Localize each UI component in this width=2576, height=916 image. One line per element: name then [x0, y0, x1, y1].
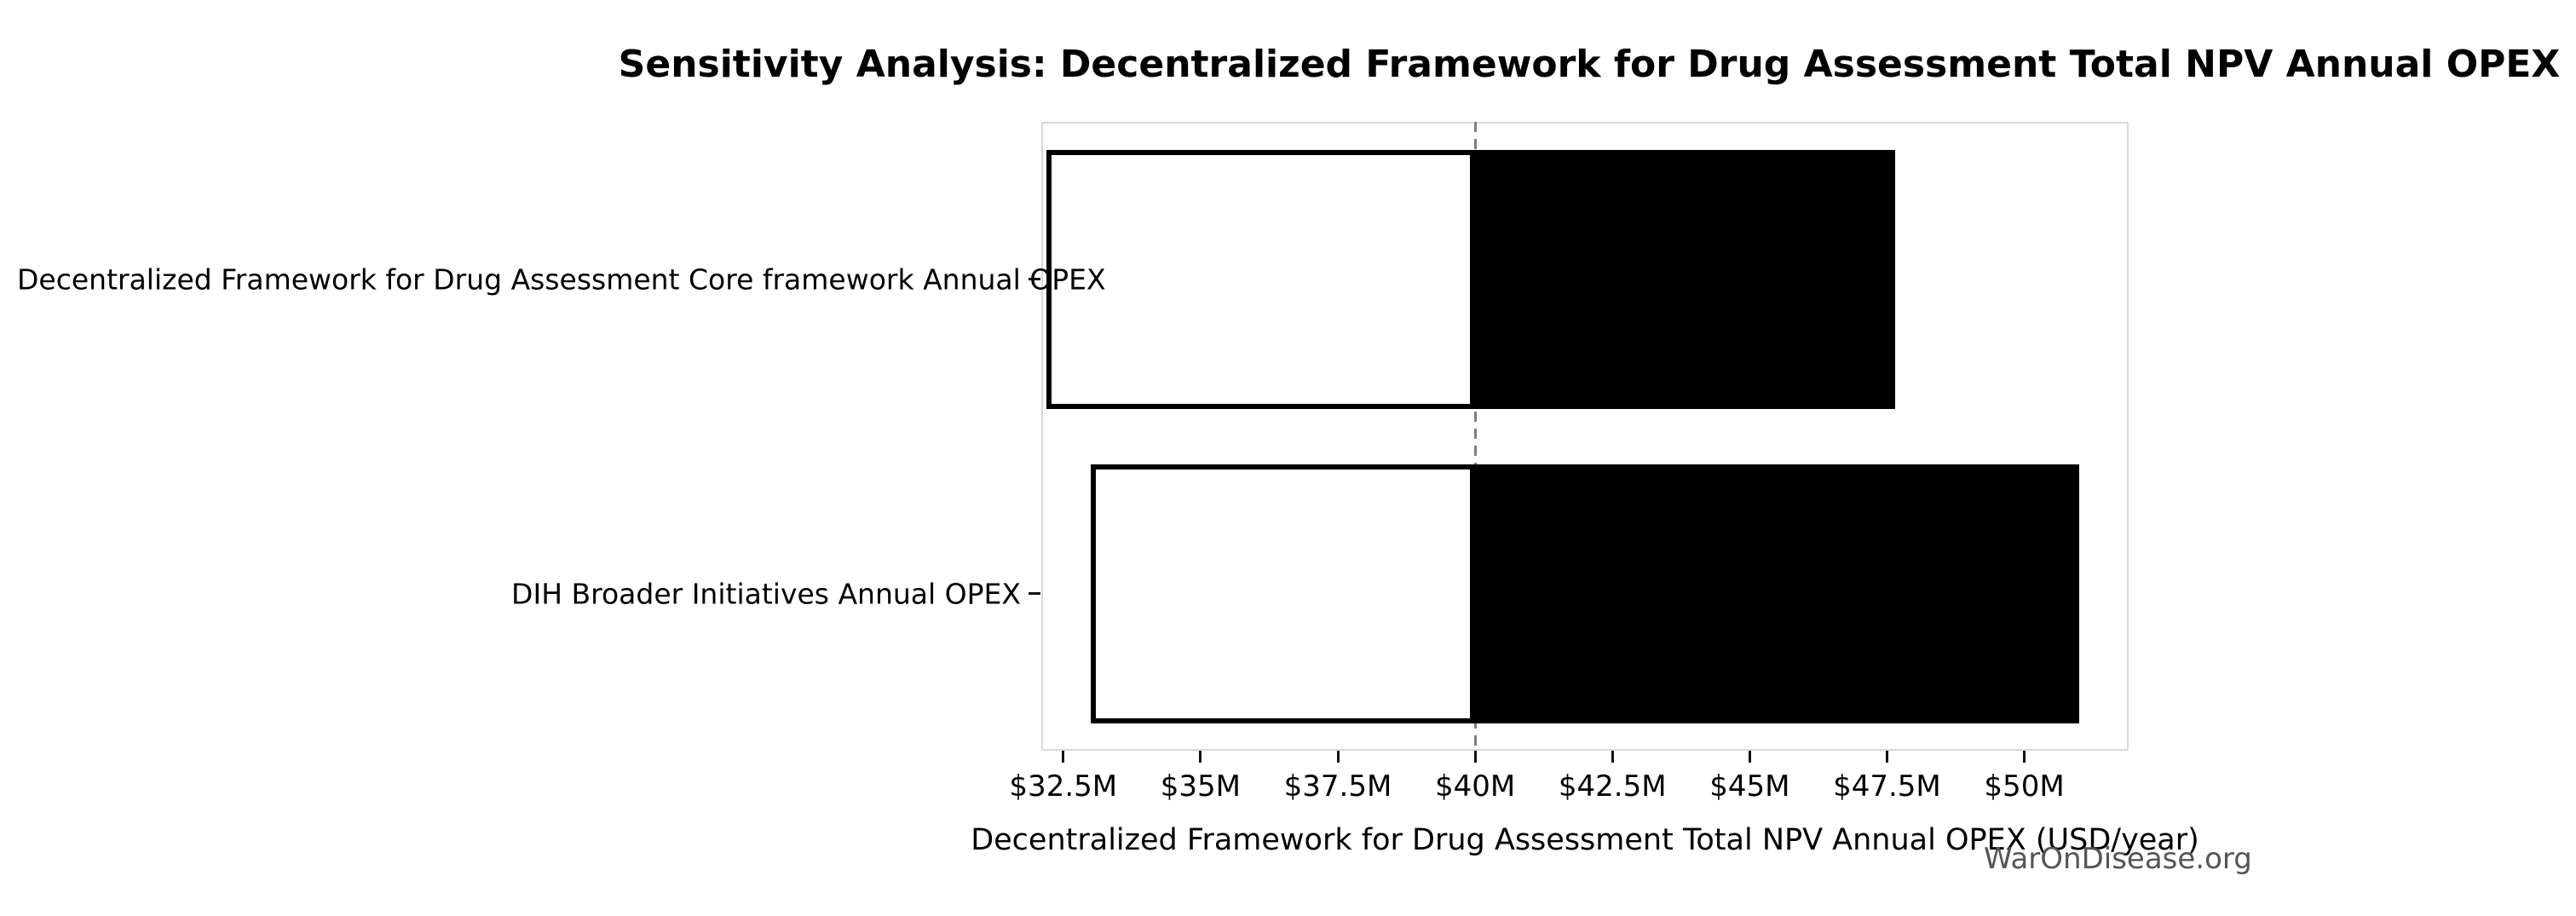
x-axis-tick: [1611, 751, 1614, 763]
bar-low-segment: [1046, 149, 1476, 409]
x-axis-tick: [1062, 751, 1065, 763]
bar-low-segment: [1091, 464, 1476, 723]
x-axis-tick-label: $47.5M: [1833, 769, 1941, 804]
watermark-text: WarOnDisease.org: [1984, 842, 2252, 876]
x-axis-tick-label: $45M: [1709, 769, 1790, 804]
x-axis-tick: [2023, 751, 2026, 763]
baseline-dashed-line: [1473, 122, 1477, 751]
y-axis-category-label: Decentralized Framework for Drug Assessm…: [17, 262, 1106, 296]
y-axis-category-label: DIH Broader Initiatives Annual OPEX: [511, 577, 1021, 610]
x-axis-tick-label: $37.5M: [1283, 769, 1392, 804]
x-axis-tick-label: $50M: [1984, 769, 2065, 804]
bar-high-segment: [1475, 464, 2079, 723]
x-axis-label: Decentralized Framework for Drug Assessm…: [971, 823, 2199, 857]
x-axis-tick: [1885, 751, 1888, 763]
x-axis-tick-label: $42.5M: [1558, 769, 1667, 804]
x-axis-tick-label: $32.5M: [1009, 769, 1118, 804]
chart-title: Sensitivity Analysis: Decentralized Fram…: [618, 43, 2561, 86]
y-axis-tick: [1029, 278, 1040, 280]
x-axis-tick: [1336, 751, 1340, 763]
y-axis-tick: [1029, 592, 1040, 595]
bar-high-segment: [1475, 149, 1896, 409]
x-axis-tick: [1199, 751, 1202, 763]
x-axis-tick: [1473, 751, 1477, 763]
x-axis-tick: [1748, 751, 1751, 763]
x-axis-tick-label: $35M: [1160, 769, 1241, 804]
x-axis-tick-label: $40M: [1434, 769, 1516, 804]
